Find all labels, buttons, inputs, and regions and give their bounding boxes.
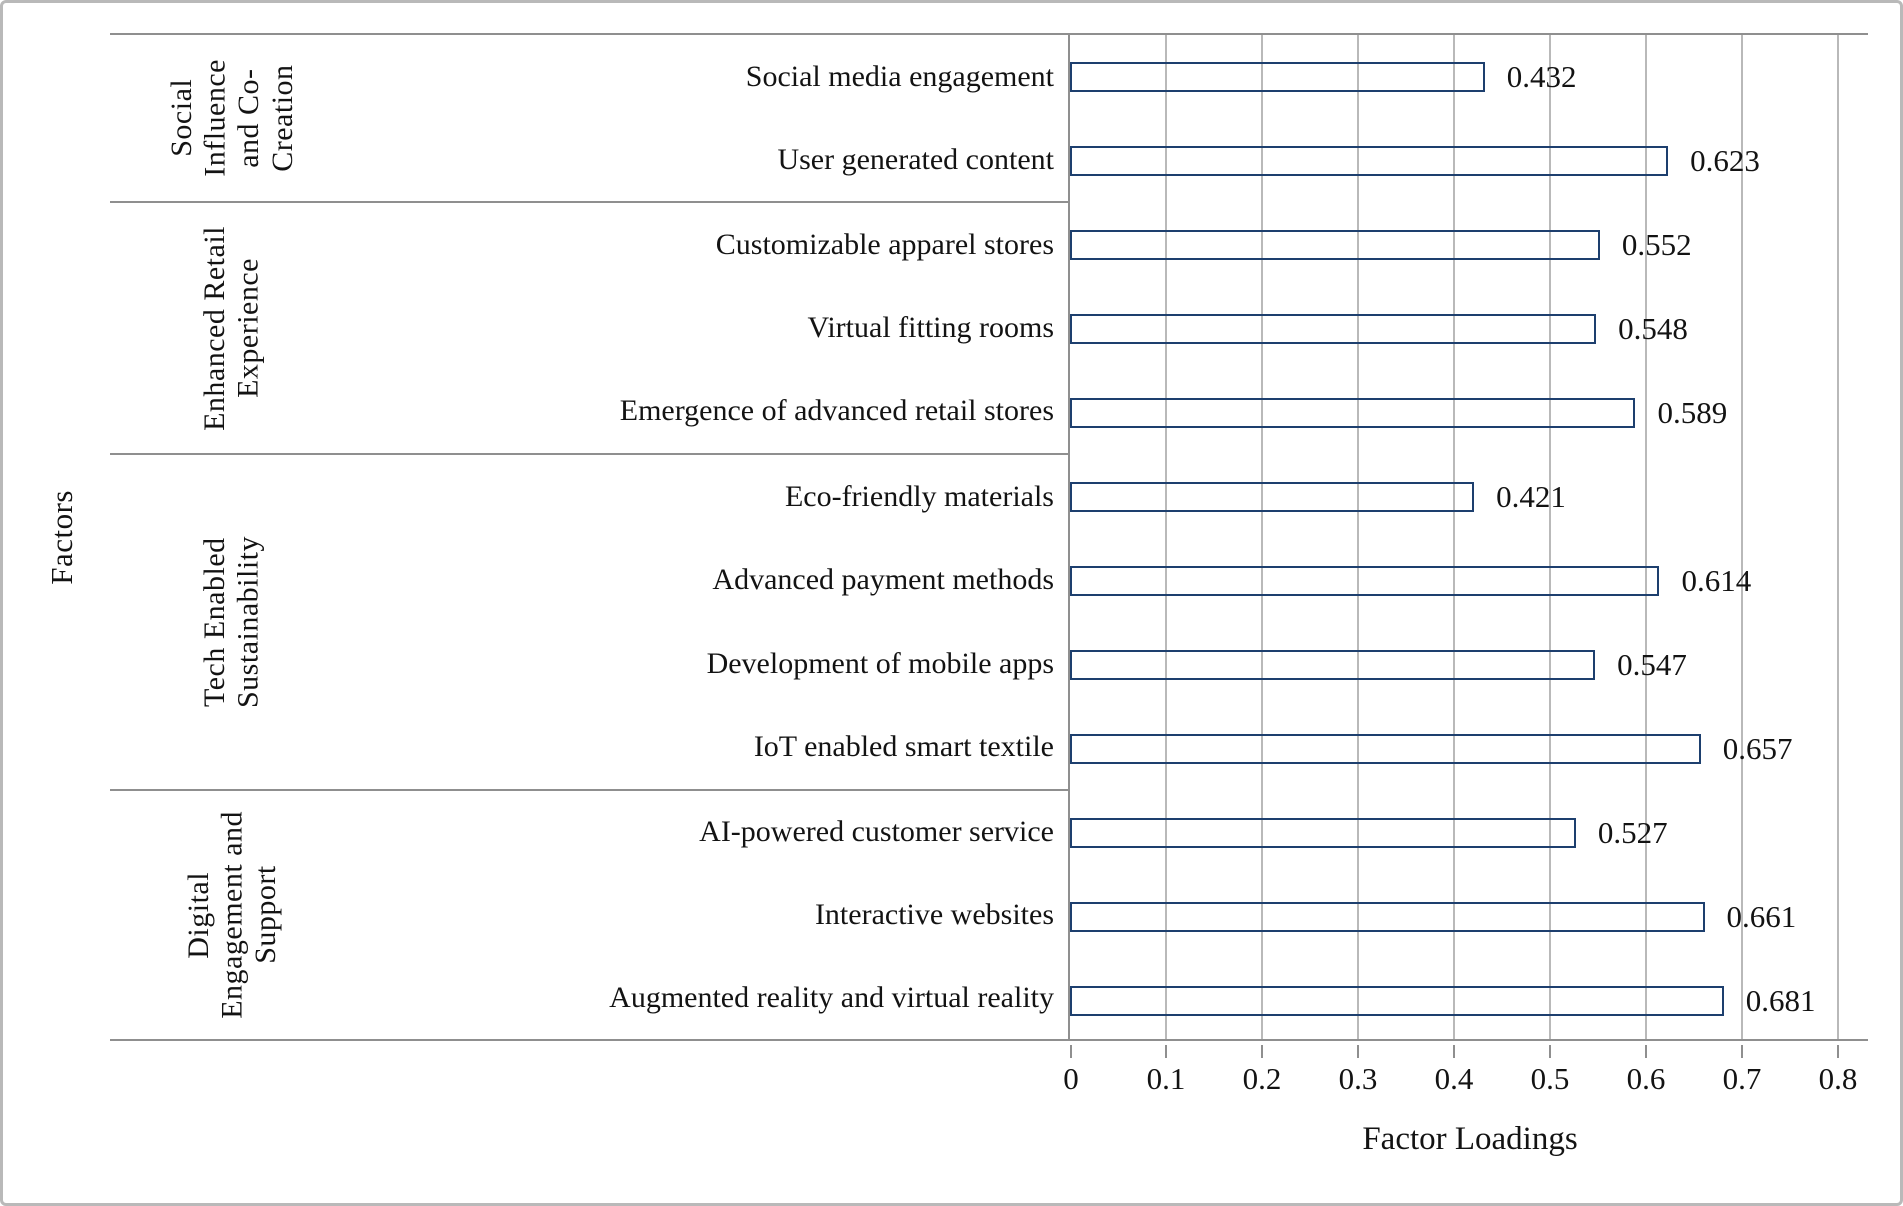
gridline-0.3 (1357, 35, 1359, 1039)
x-tick (1261, 1045, 1263, 1058)
x-tick (1837, 1045, 1839, 1058)
category-label: Emergence of advanced retail stores (619, 394, 1054, 428)
bar (1070, 398, 1636, 428)
bar-row: 0.547 (1070, 623, 1868, 707)
bar (1070, 230, 1600, 260)
bar (1070, 146, 1669, 176)
bar-row: 0.614 (1070, 539, 1868, 623)
value-label: 0.548 (1618, 311, 1688, 346)
group-tech-enabled: Tech Enabled Sustainability Eco-friendly… (110, 453, 1068, 789)
bar (1070, 650, 1596, 680)
x-tick-label: 0 (1063, 1061, 1079, 1096)
bar-row: 0.623 (1070, 119, 1868, 203)
value-label: 0.614 (1681, 563, 1752, 598)
x-tick (1357, 1045, 1359, 1058)
bar (1070, 314, 1597, 344)
x-tick-label: 0.4 (1434, 1061, 1474, 1096)
x-tick (1549, 1045, 1551, 1058)
group-digital-engagement: Digital Engagement and Support AI-powere… (110, 789, 1068, 1041)
bar-row: 0.421 (1070, 455, 1868, 539)
value-label: 0.623 (1690, 143, 1760, 178)
bar (1070, 986, 1724, 1016)
x-tick-label: 0.6 (1626, 1061, 1666, 1096)
group-label: Social Influence and Co- Creation (164, 59, 299, 177)
group-items: AI-powered customer service Interactive … (354, 791, 1068, 1039)
x-tick (1453, 1045, 1455, 1058)
gridline-0.1 (1165, 35, 1167, 1039)
x-tick-label: 0.7 (1722, 1061, 1762, 1096)
category-label: Customizable apparel stores (715, 227, 1054, 261)
plot-area: 0.432 0.623 0.552 0.548 0.589 0.421 (1068, 33, 1868, 1041)
category-label: Advanced payment methods (712, 563, 1054, 597)
bar (1070, 566, 1660, 596)
category-label: User generated content (777, 142, 1054, 176)
value-label: 0.421 (1496, 479, 1566, 514)
value-label: 0.547 (1617, 647, 1687, 682)
category-label: Interactive websites (814, 898, 1054, 931)
y-axis-title: Factors (44, 489, 80, 585)
category-label: Social media engagement (745, 59, 1054, 93)
gridline-0.7 (1741, 35, 1743, 1039)
category-label: IoT enabled smart textile (753, 730, 1054, 764)
group-social-influence: Social Influence and Co- Creation Social… (110, 33, 1068, 201)
x-tick-label: 0.5 (1530, 1061, 1570, 1096)
x-tick-label: 0.8 (1818, 1061, 1858, 1096)
group-label: Digital Engagement and Support (181, 811, 282, 1019)
group-label-cell: Tech Enabled Sustainability (110, 455, 354, 789)
category-label: Eco-friendly materials (784, 479, 1054, 513)
group-items: Eco-friendly materials Advanced payment … (354, 455, 1068, 789)
bar-row: 0.548 (1070, 287, 1868, 371)
bar-row: 0.552 (1070, 203, 1868, 287)
gridline-0.6 (1645, 35, 1647, 1039)
group-label: Enhanced Retail Experience (198, 225, 265, 431)
group-label-cell: Digital Engagement and Support (110, 791, 354, 1039)
gridline-0.4 (1453, 35, 1455, 1039)
bar-row: 0.657 (1070, 707, 1868, 791)
bar (1070, 902, 1705, 932)
value-label: 0.661 (1726, 899, 1797, 934)
category-label: Virtual fitting rooms (807, 310, 1054, 344)
group-enhanced-retail: Enhanced Retail Experience Customizable … (110, 201, 1068, 453)
x-tick-label: 0.3 (1338, 1061, 1378, 1096)
value-label: 0.527 (1597, 815, 1668, 850)
value-label: 0.681 (1745, 983, 1816, 1018)
chart: Factors Social Influence and Co- Creatio… (15, 33, 1868, 1041)
x-tick-label: 0.2 (1242, 1061, 1282, 1096)
group-items: Social media engagement User generated c… (354, 35, 1068, 201)
category-label-region: Social Influence and Co- Creation Social… (110, 33, 1068, 1041)
value-label: 0.552 (1621, 227, 1692, 262)
x-tick-label: 0.1 (1146, 1061, 1186, 1096)
group-label-cell: Social Influence and Co- Creation (110, 35, 354, 201)
category-label: Augmented reality and virtual reality (609, 980, 1054, 1014)
x-tick (1741, 1045, 1743, 1058)
bar-row: 0.589 (1070, 371, 1868, 455)
bar-row: 0.681 (1070, 959, 1868, 1043)
gridline-0.8 (1837, 35, 1839, 1039)
x-tick (1165, 1045, 1167, 1058)
value-label: 0.589 (1657, 395, 1728, 430)
bar-row: 0.432 (1070, 35, 1868, 119)
x-axis-title: Factor Loadings (1362, 1121, 1578, 1157)
x-axis: 0 0.1 0.2 0.3 0.4 0.5 0.6 0.7 0.8 (1063, 1045, 1870, 1103)
category-label: Development of mobile apps (706, 646, 1054, 680)
bar-row: 0.661 (1070, 875, 1868, 959)
bar (1070, 818, 1576, 848)
bar (1070, 62, 1485, 92)
x-tick (1645, 1045, 1647, 1058)
gridline-0.5 (1549, 35, 1551, 1039)
value-label: 0.432 (1506, 59, 1577, 94)
group-items: Customizable apparel stores Virtual fitt… (354, 203, 1068, 453)
y-axis-title-column: Factors (15, 33, 110, 1041)
bar (1070, 482, 1475, 512)
bar (1070, 734, 1701, 764)
gridline-0.2 (1261, 35, 1263, 1039)
category-label: AI-powered customer service (699, 815, 1054, 849)
group-label-cell: Enhanced Retail Experience (110, 203, 354, 453)
value-label: 0.657 (1722, 731, 1793, 766)
bar-row: 0.527 (1070, 791, 1868, 875)
x-tick (1070, 1045, 1072, 1058)
group-label: Tech Enabled Sustainability (198, 536, 265, 708)
